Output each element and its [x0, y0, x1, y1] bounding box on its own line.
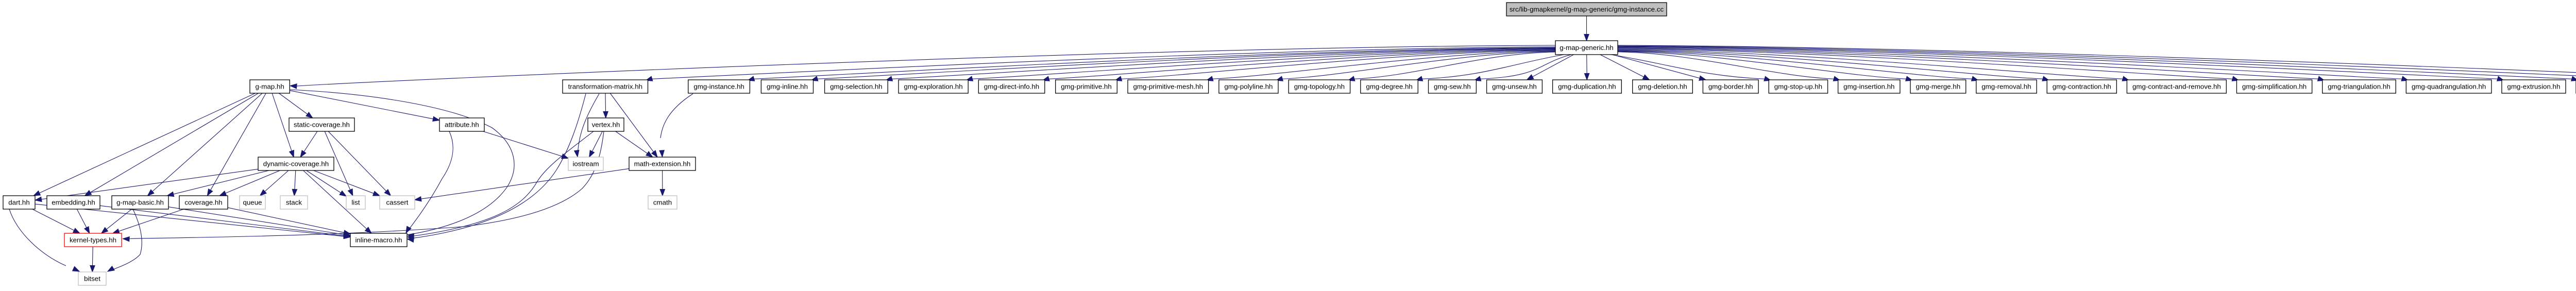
svg-text:gmg-duplication.hh: gmg-duplication.hh	[1558, 82, 1616, 90]
svg-text:transformation-matrix.hh: transformation-matrix.hh	[568, 82, 642, 90]
svg-text:gmg-border.hh: gmg-border.hh	[1708, 82, 1753, 90]
svg-text:gmg-instance.hh: gmg-instance.hh	[693, 82, 744, 90]
svg-text:queue: queue	[243, 198, 262, 206]
svg-text:gmg-triangulation.hh: gmg-triangulation.hh	[2328, 82, 2391, 90]
svg-text:gmg-exploration.hh: gmg-exploration.hh	[904, 82, 963, 90]
svg-text:attribute.hh: attribute.hh	[445, 121, 479, 128]
svg-text:gmg-primitive.hh: gmg-primitive.hh	[1061, 82, 1112, 90]
svg-text:gmg-removal.hh: gmg-removal.hh	[1981, 82, 2031, 90]
svg-text:iostream: iostream	[572, 160, 599, 167]
svg-text:embedding.hh: embedding.hh	[52, 198, 95, 206]
svg-text:math-extension.hh: math-extension.hh	[634, 160, 691, 167]
svg-text:gmg-topology.hh: gmg-topology.hh	[1294, 82, 1345, 90]
svg-text:gmg-quadrangulation.hh: gmg-quadrangulation.hh	[2412, 82, 2486, 90]
svg-text:coverage.hh: coverage.hh	[184, 198, 222, 206]
svg-text:gmg-simplification.hh: gmg-simplification.hh	[2242, 82, 2307, 90]
svg-text:cassert: cassert	[386, 198, 409, 206]
svg-text:src/lib-gmapkernel/g-map-gener: src/lib-gmapkernel/g-map-generic/gmg-ins…	[1510, 5, 1664, 13]
svg-text:gmg-contraction.hh: gmg-contraction.hh	[2053, 82, 2111, 90]
svg-text:gmg-contract-and-remove.hh: gmg-contract-and-remove.hh	[2132, 82, 2221, 90]
svg-text:gmg-extrusion.hh: gmg-extrusion.hh	[2507, 82, 2560, 90]
svg-text:vertex.hh: vertex.hh	[592, 121, 620, 128]
svg-text:kernel-types.hh: kernel-types.hh	[70, 236, 116, 244]
svg-text:bitset: bitset	[84, 275, 100, 282]
svg-text:gmg-polyline.hh: gmg-polyline.hh	[1224, 82, 1273, 90]
svg-text:gmg-deletion.hh: gmg-deletion.hh	[1638, 82, 1687, 90]
svg-text:g-map.hh: g-map.hh	[255, 82, 284, 90]
svg-text:gmg-stop-up.hh: gmg-stop-up.hh	[1774, 82, 1822, 90]
svg-text:g-map-generic.hh: g-map-generic.hh	[1560, 44, 1613, 52]
svg-text:static-coverage.hh: static-coverage.hh	[294, 121, 350, 128]
svg-text:dynamic-coverage.hh: dynamic-coverage.hh	[263, 160, 329, 167]
svg-text:dart.hh: dart.hh	[8, 198, 30, 206]
svg-text:cmath: cmath	[653, 198, 672, 206]
svg-text:gmg-direct-info.hh: gmg-direct-info.hh	[984, 82, 1039, 90]
svg-text:gmg-selection.hh: gmg-selection.hh	[830, 82, 883, 90]
svg-text:gmg-primitive-mesh.hh: gmg-primitive-mesh.hh	[1133, 82, 1204, 90]
svg-text:g-map-basic.hh: g-map-basic.hh	[116, 198, 164, 206]
svg-text:gmg-degree.hh: gmg-degree.hh	[1366, 82, 1412, 90]
svg-text:stack: stack	[286, 198, 302, 206]
svg-text:gmg-unsew.hh: gmg-unsew.hh	[1492, 82, 1537, 90]
svg-text:list: list	[351, 198, 360, 206]
svg-text:gmg-sew.hh: gmg-sew.hh	[1434, 82, 1471, 90]
svg-text:inline-macro.hh: inline-macro.hh	[355, 236, 402, 244]
svg-text:gmg-merge.hh: gmg-merge.hh	[1916, 82, 1960, 90]
svg-text:gmg-insertion.hh: gmg-insertion.hh	[1843, 82, 1894, 90]
svg-text:gmg-inline.hh: gmg-inline.hh	[767, 82, 808, 90]
